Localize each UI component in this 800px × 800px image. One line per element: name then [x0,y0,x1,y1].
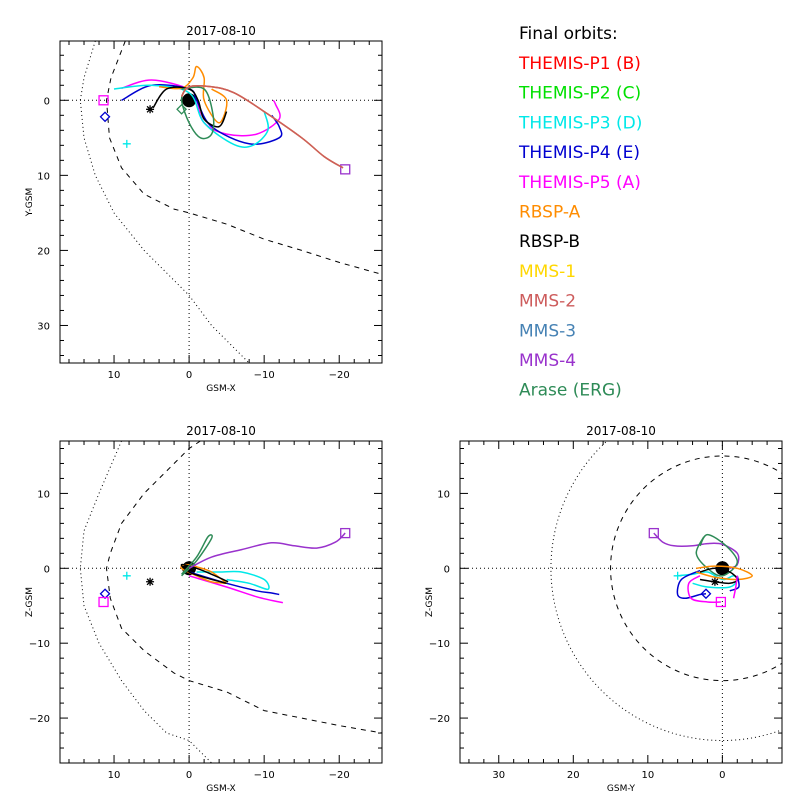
legend-entry: RBSP-B [519,232,580,252]
plot-title: 2017-08-10 [586,424,656,438]
diamond-marker-arase-erg [176,103,188,115]
earth-icon [715,561,730,576]
asterisk-marker-rbsp-b [146,105,155,114]
y-tick-label: 10 [37,489,50,500]
legend-entry: MMS-4 [519,351,576,371]
diamond-marker-themis-p4-e [99,111,111,123]
legend-entry: THEMIS-P5 (A) [518,173,641,193]
orbit-themis-p5-tail [732,575,739,599]
y-tick-label: 10 [37,171,50,182]
x-tick-label: 10 [108,770,121,781]
plus-marker-themis-p3-d [122,571,131,580]
orbit-rbsp-b [152,86,228,128]
x-tick-label: −10 [254,370,275,381]
orbit-rbsp-a [159,65,228,124]
plot-frame [459,440,783,764]
x-tick-label: 0 [186,770,192,781]
plus-marker-themis-p3-d [673,571,682,580]
panel-yz: 2017-08-10 GSM-Y Z-GSM 30 20 10 0 10 0 −10 −20 [425,424,783,794]
y-axis-label: Z-GSM [425,587,435,617]
orbit-mms-2 [180,85,344,169]
legend-title: Final orbits: [519,24,618,44]
diamond-marker-themis-p4-e [99,588,111,600]
legend-entry: MMS-2 [519,292,576,312]
y-tick-label: 0 [444,564,450,575]
y-axis-label: Z-GSM [25,587,35,617]
magnetopause-full-curve [105,441,382,734]
orbit-arase-erg [181,534,213,577]
plus-marker-themis-p3-d [122,139,131,148]
x-tick-label: −20 [329,770,350,781]
legend-entry: THEMIS-P3 (D) [518,113,642,133]
orbit-themis-p4-e [121,83,283,145]
square-marker-mms-4 [648,527,659,539]
y-tick-label: −20 [29,714,50,725]
square-marker-themis-p5-a [98,95,109,106]
y-tick-label: 30 [37,321,50,332]
plot-frame [59,440,383,764]
orbit-themis-p3-d [196,570,270,591]
orbit-themis-p5-a [188,575,284,604]
x-tick-label: −20 [329,370,350,381]
plot-frame [59,40,383,364]
x-axis-label: GSM-Y [607,784,636,794]
legend-entry: THEMIS-P4 (E) [518,143,640,163]
orbit-arase-erg [695,533,739,577]
orbit-themis-p4-e [676,569,707,600]
x-tick-label: 0 [186,370,192,381]
y-tick-label: −20 [429,714,450,725]
asterisk-marker-rbsp-b [146,577,155,586]
orbit-themis-p3-d [113,84,270,148]
legend-entry: THEMIS-P2 (C) [518,84,641,104]
bow-shock-curve [79,41,250,363]
orbit-mms-1 [180,85,344,169]
plot-title: 2017-08-10 [186,424,256,438]
y-tick-label: 20 [37,246,50,257]
y-tick-label: 0 [44,96,50,107]
panel-xz: 2017-08-10 GSM-X Z-GSM 10 0 −10 −20 10 0 −10 −20 [25,424,383,794]
magnetopause-curve [610,455,782,682]
square-marker-mms-4 [340,164,351,175]
orbit-themis-p3-d [677,571,739,589]
legend-entry: MMS-3 [519,321,576,341]
orbit-themis-p4-tail [729,575,740,592]
orbit-rbsp-a [696,565,753,581]
orbit-themis-p5-a [687,575,721,604]
square-marker-themis-p5-a [98,596,109,608]
orbit-rbsp-b [180,563,229,585]
legend-entry: THEMIS-P1 (B) [518,54,641,74]
x-tick-label: 10 [108,370,121,381]
diamond-marker-themis-p4-e [700,588,712,600]
x-axis-label: GSM-X [206,384,235,394]
x-axis-label: GSM-X [206,784,235,794]
orbit-themis-p4-e [188,571,280,596]
y-tick-label: −10 [29,639,50,650]
y-axis-label: Y-GSM [25,188,35,217]
plot-title: 2017-08-10 [186,24,256,38]
y-tick-label: 0 [44,564,50,575]
legend: Final orbits: THEMIS-P1 (B) THEMIS-P2 (C) T… [518,24,642,401]
orbit-arase-erg [180,86,215,140]
x-tick-label: 30 [492,770,505,781]
orbit-mms-4 [188,532,346,569]
x-tick-label: 10 [641,770,654,781]
square-marker-mms-4 [340,527,351,539]
bow-shock-curve [79,441,212,763]
x-tick-label: 20 [567,770,580,781]
orbit-mms-4 [180,85,344,169]
y-tick-label: −10 [429,639,450,650]
orbit-mms-4 [653,532,740,570]
square-marker-themis-p5-a [715,596,727,608]
legend-entry: RBSP-A [519,203,581,223]
x-tick-label: 0 [719,770,725,781]
magnetopause-curve [105,41,382,275]
y-tick-label: 10 [437,489,450,500]
legend-entry: MMS-1 [519,262,576,282]
x-tick-label: −10 [254,770,275,781]
legend-entry: Arase (ERG) [519,381,622,401]
asterisk-marker-rbsp-b [710,577,719,586]
